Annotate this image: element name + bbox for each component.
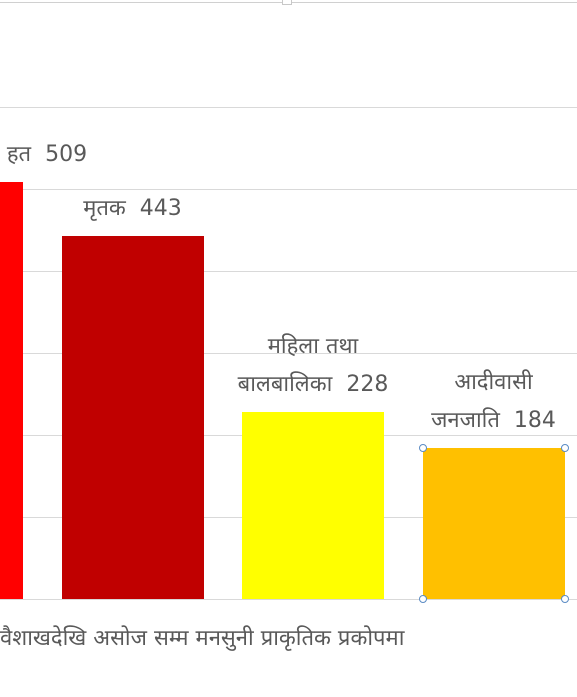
grid-line <box>0 271 577 272</box>
data-label: आदीवासी जनजाति 184 <box>414 364 574 440</box>
selection-handle <box>560 444 569 453</box>
selection-handle <box>560 595 569 603</box>
bar <box>0 181 23 599</box>
bar <box>242 412 384 599</box>
data-label: महिला तथा बालबालिका 228 <box>221 328 406 404</box>
category-label: मृतक <box>83 195 126 221</box>
data-label: हत 509 <box>0 136 112 174</box>
category-label: हत <box>6 141 32 167</box>
value-label: 184 <box>513 408 556 434</box>
grid-line <box>0 599 577 600</box>
bar <box>61 235 204 599</box>
value-label: 228 <box>346 372 389 398</box>
x-axis-title: वैशाखदेखि असोज सम्म मनसुनी प्राकृतिक प्र… <box>0 626 405 651</box>
grid-line <box>0 107 577 108</box>
value-label: 443 <box>139 195 182 221</box>
category-label: आदीवासी जनजाति <box>431 370 533 434</box>
grid-line <box>0 189 577 190</box>
bar <box>422 448 565 599</box>
data-label: मृतक 443 <box>48 190 218 228</box>
grid-line <box>0 353 577 354</box>
selection-handle <box>418 595 427 603</box>
selection-handle <box>418 444 427 453</box>
resize-handle <box>282 0 292 5</box>
value-label: 509 <box>45 141 88 167</box>
category-label: महिला तथा बालबालिका <box>237 334 359 398</box>
